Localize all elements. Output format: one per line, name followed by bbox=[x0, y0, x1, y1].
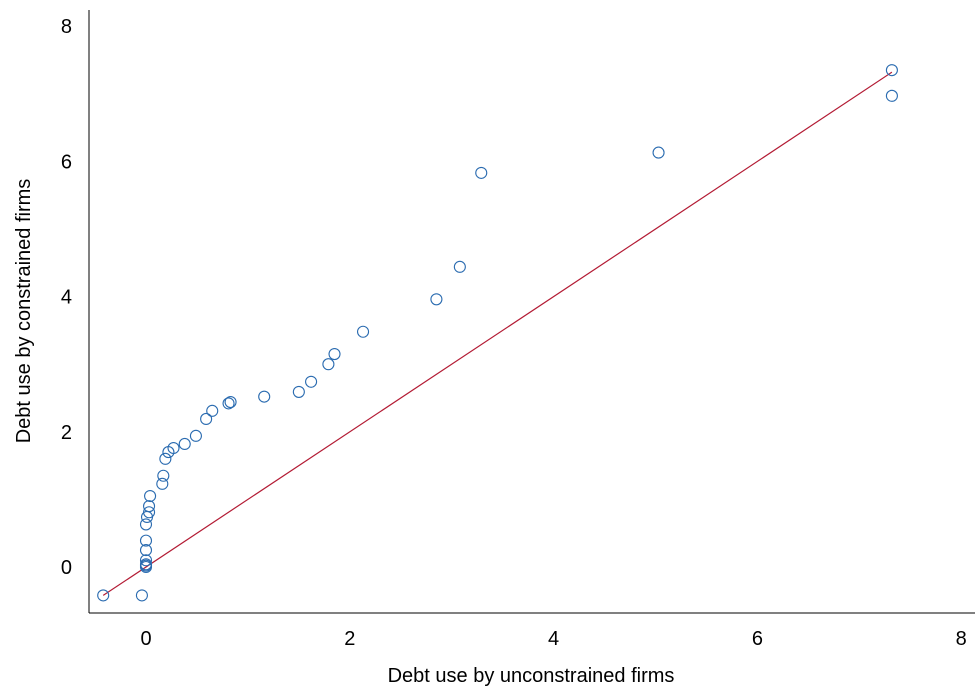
axes bbox=[88, 10, 975, 614]
data-point bbox=[305, 375, 318, 388]
x-axis-title: Debt use by unconstrained firms bbox=[388, 665, 675, 687]
data-point bbox=[322, 358, 335, 371]
y-axis-title: Debt use by constrained firms bbox=[13, 179, 35, 444]
y-tick-label: 0 bbox=[61, 557, 72, 579]
data-point bbox=[97, 589, 110, 602]
data-point bbox=[885, 89, 898, 102]
data-point bbox=[200, 412, 213, 426]
reference-line bbox=[102, 71, 893, 596]
data-point bbox=[652, 146, 665, 159]
x-tick-label: 6 bbox=[752, 628, 763, 650]
data-point bbox=[328, 348, 341, 361]
y-tick-label: 8 bbox=[61, 16, 72, 38]
data-point bbox=[159, 452, 172, 465]
data-point bbox=[178, 437, 191, 451]
data-point bbox=[453, 260, 466, 273]
x-tick-label: 4 bbox=[548, 628, 559, 650]
data-point bbox=[144, 489, 157, 503]
data-point bbox=[143, 500, 156, 513]
x-tick-label: 8 bbox=[956, 628, 967, 650]
data-point bbox=[139, 534, 153, 547]
y-tick-label: 4 bbox=[61, 287, 72, 309]
data-points bbox=[97, 64, 898, 602]
data-point bbox=[258, 390, 271, 403]
data-point bbox=[143, 506, 156, 519]
data-point bbox=[224, 396, 237, 409]
data-point bbox=[139, 554, 153, 567]
data-point bbox=[157, 469, 170, 482]
data-point bbox=[167, 441, 180, 455]
data-point bbox=[139, 518, 153, 531]
x-tick-labels: 0 2 4 6 8 bbox=[140, 628, 966, 650]
data-point bbox=[356, 325, 370, 338]
data-point bbox=[292, 385, 305, 398]
data-point bbox=[206, 404, 219, 417]
data-point bbox=[222, 397, 235, 410]
y-tick-labels: 0 2 4 6 8 bbox=[61, 16, 72, 579]
data-point bbox=[135, 589, 148, 602]
data-point bbox=[475, 166, 488, 179]
data-point bbox=[139, 544, 153, 557]
data-point bbox=[430, 293, 443, 306]
data-point bbox=[189, 429, 202, 442]
x-tick-label: 0 bbox=[140, 628, 151, 650]
y-tick-label: 2 bbox=[61, 422, 72, 444]
data-point bbox=[885, 64, 898, 77]
x-tick-label: 2 bbox=[344, 628, 355, 650]
data-point bbox=[139, 558, 153, 571]
y-tick-label: 6 bbox=[61, 151, 72, 173]
data-point bbox=[156, 477, 169, 490]
